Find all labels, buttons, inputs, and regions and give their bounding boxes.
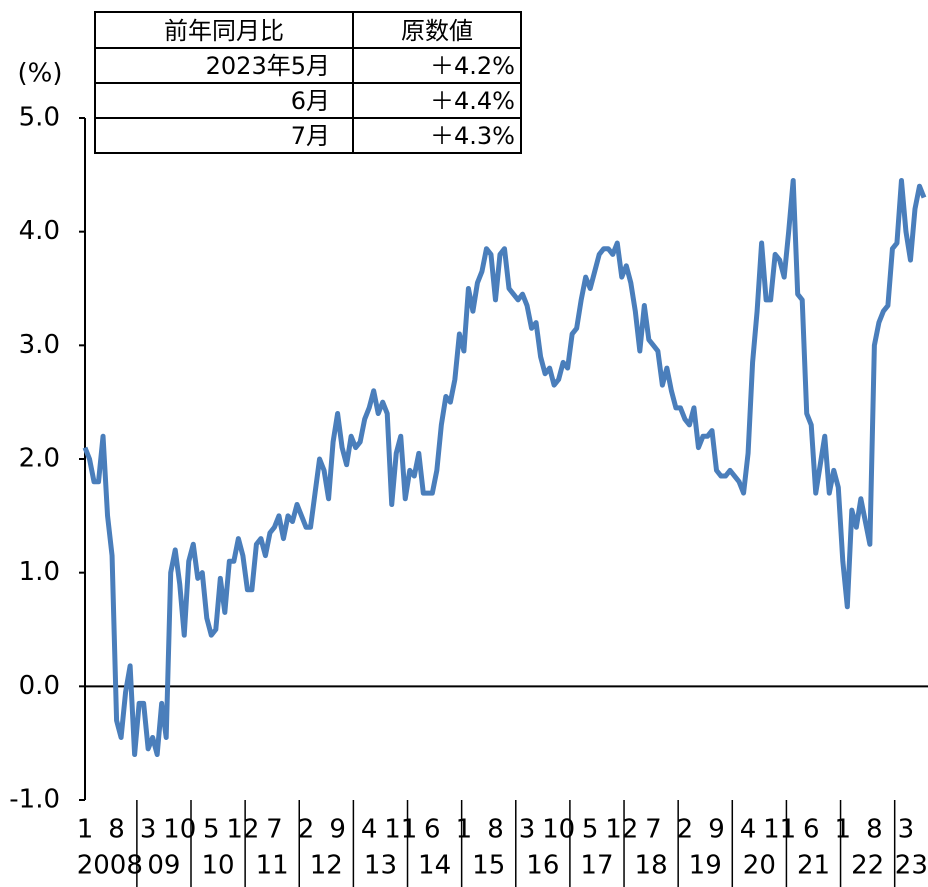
table-cell: ＋4.2%: [430, 52, 515, 80]
table-cell: 7月: [291, 122, 330, 150]
x-tick-label: 4: [361, 815, 378, 845]
y-tick-label: 1.0: [19, 557, 60, 587]
table-header: 前年同月比: [164, 17, 284, 45]
x-tick-label: 6: [424, 815, 441, 845]
year-label: 18: [635, 851, 668, 881]
table-cell: ＋4.4%: [430, 87, 515, 115]
x-tick-label: 2: [677, 815, 694, 845]
year-label: 21: [797, 851, 830, 881]
y-unit-label: (%): [18, 59, 63, 89]
year-label: 22: [851, 851, 884, 881]
x-tick-label: 3: [140, 815, 157, 845]
x-tick-label: 4: [740, 815, 757, 845]
y-tick-label: 0.0: [19, 671, 60, 701]
year-label: 15: [472, 851, 505, 881]
x-tick-label: 7: [645, 815, 662, 845]
year-label: 11: [256, 851, 289, 881]
data-line: [82, 178, 927, 758]
year-label: 14: [418, 851, 451, 881]
y-tick-label: 2.0: [19, 444, 60, 474]
y-tick-label: -1.0: [9, 785, 60, 815]
y-tick-label: 4.0: [19, 216, 60, 246]
x-tick-label: 9: [329, 815, 346, 845]
y-tick-label: 5.0: [19, 103, 60, 133]
x-tick-label: 11: [763, 815, 796, 845]
table-cell: ＋4.3%: [430, 122, 515, 150]
x-tick-label: 5: [203, 815, 220, 845]
x-tick-label: 12: [605, 815, 638, 845]
year-label: 13: [364, 851, 397, 881]
year-label: 12: [310, 851, 343, 881]
summary-table: [94, 11, 522, 154]
x-tick-label: 12: [226, 815, 259, 845]
year-label: 10: [202, 851, 235, 881]
x-tick-label: 5: [582, 815, 599, 845]
x-tick-label: 3: [519, 815, 536, 845]
x-tick-label: 9: [708, 815, 725, 845]
year-label: 16: [526, 851, 559, 881]
table-cell: 6月: [291, 87, 330, 115]
y-tick-label: 3.0: [19, 330, 60, 360]
x-tick-label: 2: [298, 815, 315, 845]
x-tick-label: 1: [456, 815, 473, 845]
x-tick-label: 7: [266, 815, 283, 845]
year-label: 20: [743, 851, 776, 881]
x-tick-label: 1: [835, 815, 852, 845]
x-tick-label: 3: [898, 815, 915, 845]
year-label: 17: [580, 851, 613, 881]
year-label: 23: [895, 851, 928, 881]
x-tick-label: 8: [108, 815, 125, 845]
year-label: 19: [689, 851, 722, 881]
x-tick-label: 8: [487, 815, 504, 845]
x-tick-label: 11: [384, 815, 417, 845]
table-header: 原数値: [401, 17, 473, 45]
year-label: 09: [147, 851, 180, 881]
x-tick-label: 1: [77, 815, 94, 845]
x-tick-label: 6: [803, 815, 820, 845]
x-tick-label: 8: [866, 815, 883, 845]
table-cell: 2023年5月: [206, 52, 330, 80]
year-label: 2008: [77, 851, 143, 881]
